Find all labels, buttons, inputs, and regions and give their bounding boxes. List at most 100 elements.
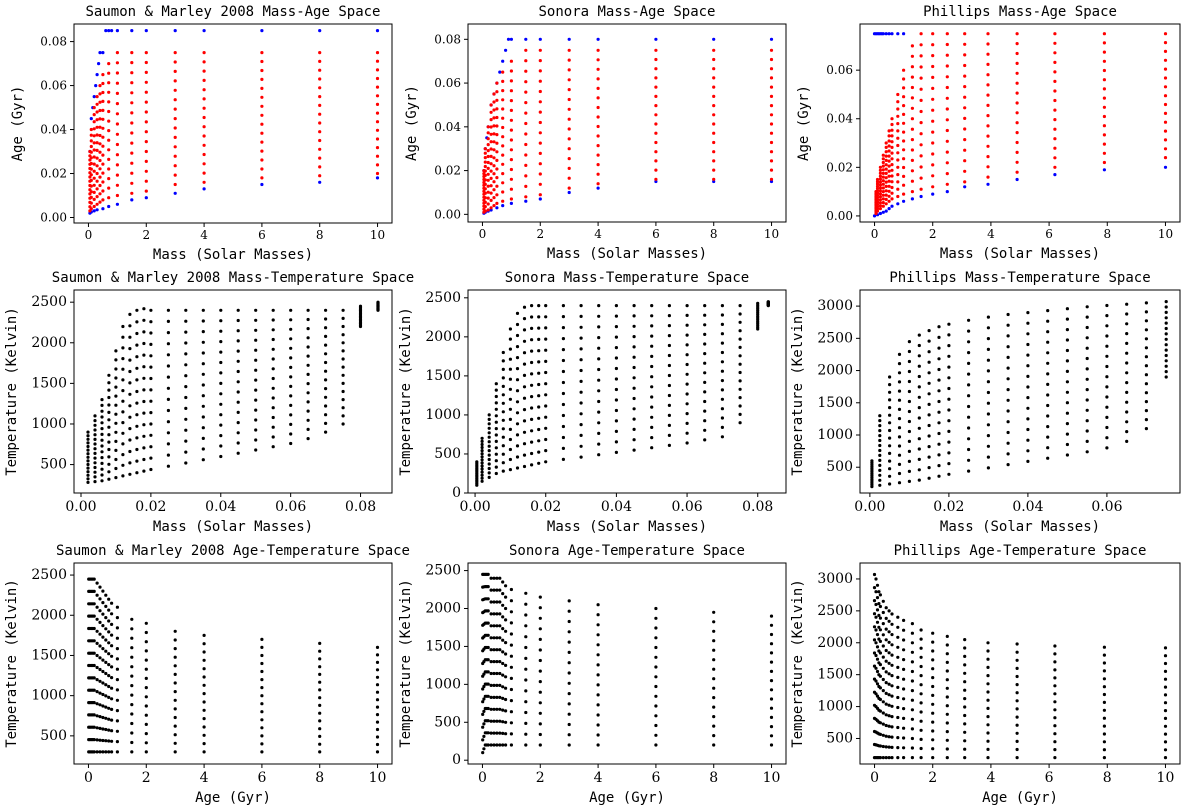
point-ages	[95, 593, 99, 597]
y-tick-label: 0.02	[826, 160, 853, 174]
point-isochrones	[888, 406, 892, 410]
point-ages	[896, 685, 900, 690]
point-isochrones	[1105, 415, 1109, 419]
point-interior	[492, 188, 496, 192]
point-ages	[878, 721, 883, 725]
point-isochrones	[947, 408, 951, 412]
point-isochrones	[289, 403, 293, 407]
point-isochrones	[341, 349, 345, 353]
x-tick-label: 0	[84, 770, 93, 786]
point-isochrones	[93, 414, 97, 418]
point-interior	[538, 110, 542, 114]
point-ages	[1015, 683, 1019, 687]
point-isochrones	[515, 378, 520, 382]
point-isochrones	[967, 340, 971, 344]
point-upper-boundary	[596, 37, 600, 41]
point-isochrones	[201, 340, 205, 344]
point-isochrones	[703, 304, 707, 308]
point-ages	[144, 741, 148, 745]
point-isochrones	[579, 336, 583, 340]
point-isochrones	[897, 453, 902, 457]
point-ages	[945, 695, 949, 699]
point-ages	[375, 698, 380, 702]
point-ages	[492, 624, 496, 628]
point-isochrones	[1105, 303, 1109, 308]
point-ages	[260, 718, 264, 722]
point-interior	[318, 95, 322, 99]
point-isochrones	[667, 314, 672, 318]
point-interior	[101, 189, 105, 193]
point-isochrones	[537, 349, 541, 353]
point-interior	[173, 107, 177, 111]
point-ages	[110, 654, 114, 658]
point-isochrones	[289, 356, 293, 360]
chart-title: Saumon & Marley 2008 Mass-Temperature Sp…	[52, 270, 414, 286]
point-interior	[524, 48, 528, 52]
point-isochrones	[494, 394, 498, 399]
point-interior	[910, 169, 915, 173]
x-tick-label: 2	[928, 770, 937, 786]
point-isochrones	[236, 380, 240, 384]
point-ages	[877, 613, 881, 618]
y-tick-label: 2000	[817, 635, 853, 651]
point-ages	[144, 686, 148, 690]
point-ages	[481, 738, 485, 742]
point-isochrones	[667, 343, 672, 348]
point-isochrones	[100, 467, 104, 471]
point-interior	[318, 77, 322, 81]
point-isochrones	[937, 378, 941, 382]
point-isochrones	[1085, 408, 1089, 412]
point-ages	[104, 616, 108, 620]
x-tick-label: 8	[315, 770, 324, 786]
point-interior	[881, 175, 885, 179]
x-tick-label: 0.02	[135, 499, 166, 515]
point-ages	[963, 671, 967, 675]
point-ages	[878, 616, 883, 620]
point-ages	[963, 663, 967, 667]
point-interior	[945, 85, 949, 90]
point-ages	[260, 702, 264, 706]
point-interior	[769, 113, 774, 117]
point-interior	[524, 59, 528, 63]
point-ages	[1015, 642, 1019, 646]
point-interior	[375, 85, 380, 89]
point-isochrones	[1105, 446, 1109, 450]
point-ages	[890, 612, 894, 616]
point-interior	[501, 79, 505, 83]
point-ages	[318, 641, 322, 646]
point-ages	[92, 589, 96, 594]
point-interior	[489, 147, 493, 151]
point-interior	[375, 146, 380, 150]
point-isochrones	[561, 337, 566, 341]
point-ages	[931, 747, 935, 751]
point-isochrones	[475, 460, 479, 464]
point-lower-boundary	[538, 197, 542, 201]
point-isochrones	[530, 429, 534, 433]
point-ages	[92, 577, 96, 581]
point-ages	[1015, 699, 1019, 703]
point-interior	[596, 58, 600, 62]
point-isochrones	[967, 404, 971, 409]
point-isochrones	[184, 374, 188, 378]
point-interior	[492, 124, 496, 128]
point-isochrones	[522, 328, 527, 332]
point-isochrones	[544, 437, 548, 442]
point-isochrones	[135, 378, 139, 382]
x-tick-label: 10	[370, 228, 385, 242]
point-isochrones	[149, 331, 153, 335]
point-interior	[596, 153, 600, 157]
point-isochrones	[947, 322, 951, 326]
point-interior	[486, 190, 490, 194]
point-interior	[902, 192, 906, 196]
point-interior	[538, 79, 542, 83]
point-isochrones	[579, 368, 583, 373]
point-isochrones	[121, 431, 125, 435]
point-isochrones	[135, 401, 139, 405]
point-interior	[596, 172, 600, 176]
point-isochrones	[947, 333, 951, 337]
point-isochrones	[480, 458, 484, 462]
point-isochrones	[166, 364, 170, 368]
point-interior	[538, 182, 542, 186]
point-ages	[498, 612, 502, 616]
x-tick-label: 0.02	[530, 499, 561, 515]
